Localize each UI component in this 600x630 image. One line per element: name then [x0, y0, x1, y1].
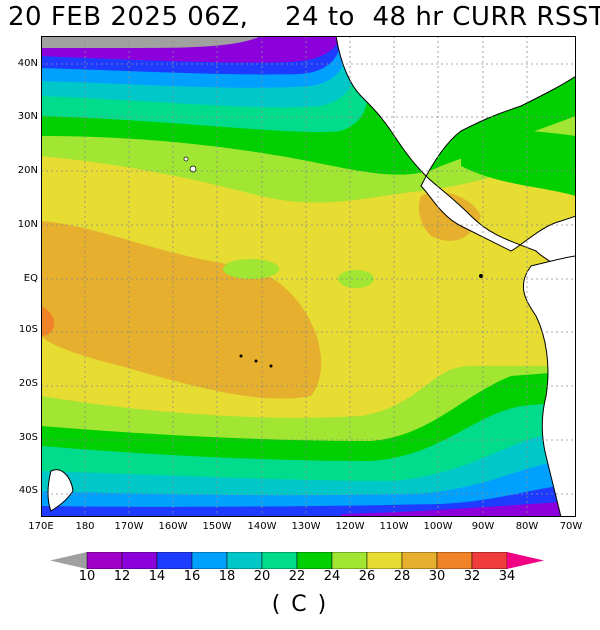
lat-label: 30N [17, 111, 38, 122]
polynesia-island [269, 364, 273, 368]
lon-label: 150W [202, 521, 232, 532]
polynesia-island [239, 354, 243, 358]
colorbar-tick-label: 22 [288, 569, 306, 584]
lat-label: 30S [18, 432, 38, 443]
title-date: 20 FEB 2025 06Z, [8, 2, 249, 32]
lat-label: 10N [17, 219, 38, 230]
lat-label: 40N [17, 58, 38, 69]
colorbar-cell [226, 552, 263, 569]
title-range: 24 to 48 hr CURR RSST [285, 2, 600, 32]
lon-label: 90W [471, 521, 495, 532]
lat-label: 20N [17, 165, 38, 176]
band-16-south [41, 484, 576, 517]
sst-map [41, 36, 576, 517]
colorbar-cell [296, 552, 333, 569]
band-14-south [341, 501, 576, 517]
colorbar-cell [401, 552, 438, 569]
map-frame [41, 36, 576, 517]
colorbar-cells [50, 552, 544, 569]
lon-label: 100W [423, 521, 453, 532]
colorbar-cell [191, 552, 228, 569]
colorbar-cell [86, 552, 123, 569]
colorbar-cell [331, 552, 368, 569]
polynesia-island [254, 359, 258, 363]
graticule [41, 36, 576, 517]
colorbar-cell [366, 552, 403, 569]
lon-label: 160W [158, 521, 188, 532]
lon-label: 140W [247, 521, 277, 532]
north-america-land [335, 36, 576, 277]
colorbar-tick-label: 16 [183, 569, 201, 584]
band-12 [41, 36, 261, 48]
colorbar-cell [261, 552, 298, 569]
hawaii-island [183, 156, 189, 162]
lon-label: 80W [515, 521, 539, 532]
colorbar-tick-label: 30 [428, 569, 446, 584]
band-28-west [41, 221, 322, 399]
colorbar-cell [436, 552, 473, 569]
colorbar-tick-label: 10 [78, 569, 96, 584]
lat-label: 40S [18, 485, 38, 496]
band-18-south [41, 461, 576, 517]
lon-label: 130W [291, 521, 321, 532]
lon-label: 170W [114, 521, 144, 532]
colorbar-tick-label: 28 [393, 569, 411, 584]
new-zealand-land [47, 469, 74, 512]
lat-label: 10S [18, 324, 38, 335]
colorbar-tick-label: 34 [498, 569, 516, 584]
colorbar-cell [121, 552, 158, 569]
lon-label: 110W [379, 521, 409, 532]
lon-label: 170E [28, 521, 54, 532]
colorbar-tick-label: 18 [218, 569, 236, 584]
colorbar-arrow-low [50, 552, 87, 569]
lon-label: 120W [335, 521, 365, 532]
hawaii-island [189, 165, 197, 173]
colorbar-cell [156, 552, 193, 569]
lat-label: EQ [23, 273, 38, 284]
map-title: 20 FEB 2025 06Z, 24 to 48 hr CURR RSST [0, 2, 600, 34]
lon-label: 70W [559, 521, 583, 532]
gulf-band [461, 130, 576, 196]
galapagos-island [479, 274, 483, 278]
colorbar-tick-label: 20 [253, 569, 271, 584]
colorbar-tick-label: 14 [148, 569, 166, 584]
lon-label: 180 [75, 521, 95, 532]
colorbar-units: ( C ) [271, 592, 329, 617]
band-30 [41, 306, 55, 336]
sst-map-svg [41, 36, 576, 517]
colorbar-tick-label: 12 [113, 569, 131, 584]
colorbar-tick-label: 32 [463, 569, 481, 584]
colorbar-tick-label: 24 [323, 569, 341, 584]
colorbar-arrow-high [507, 552, 544, 569]
colorbar-tick-label: 26 [358, 569, 376, 584]
colorbar-cell [471, 552, 508, 569]
colorbar [50, 552, 544, 569]
lat-label: 20S [18, 378, 38, 389]
cool-patch [223, 259, 279, 279]
